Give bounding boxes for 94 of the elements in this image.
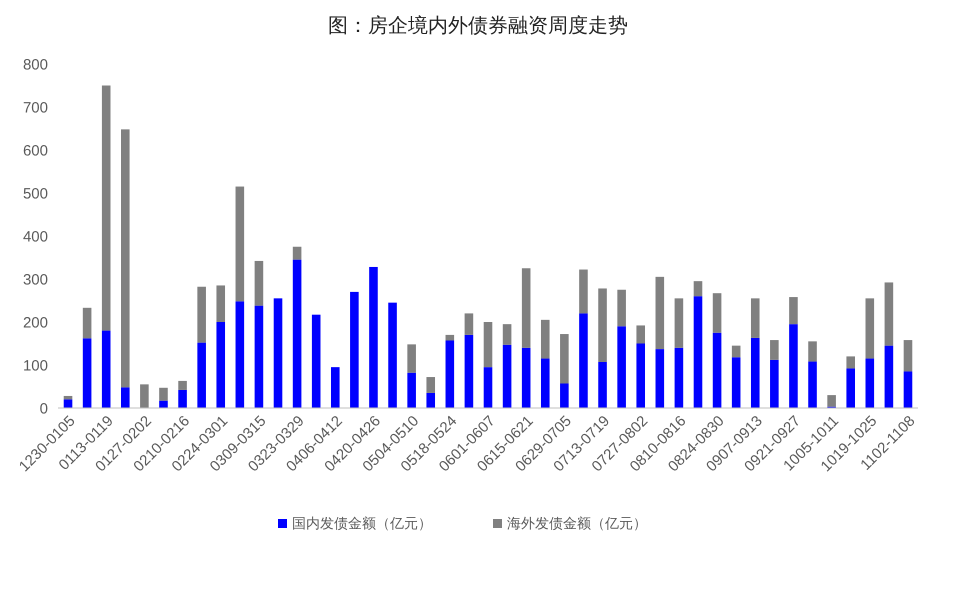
y-tick-label: 0 — [40, 400, 48, 418]
bar — [712, 332, 722, 408]
y-tick-label: 300 — [22, 271, 48, 288]
bar — [884, 282, 894, 346]
bar — [694, 296, 702, 408]
bar — [846, 368, 856, 408]
bar — [254, 306, 264, 408]
bar — [636, 344, 646, 408]
bar — [484, 367, 492, 408]
bar — [446, 334, 454, 340]
bar — [159, 400, 168, 408]
bar — [674, 348, 684, 408]
bar — [350, 292, 359, 408]
bar — [522, 348, 530, 408]
bar — [120, 129, 130, 388]
bar — [540, 320, 550, 359]
bar — [579, 270, 588, 314]
bar — [82, 338, 92, 408]
bar — [884, 346, 894, 408]
bar — [770, 360, 779, 408]
bar — [197, 286, 206, 343]
legend-label: 国内发债金额（亿元） — [292, 515, 432, 531]
bar — [674, 298, 684, 348]
bar — [502, 344, 512, 408]
bar — [292, 246, 302, 260]
bar — [464, 313, 474, 335]
y-tick-label: 500 — [22, 185, 48, 202]
bar — [407, 344, 416, 373]
bar — [82, 308, 92, 338]
bar — [102, 86, 110, 331]
bar — [446, 340, 454, 408]
bar — [312, 314, 320, 408]
bar — [484, 322, 492, 368]
bar — [464, 334, 474, 408]
bar — [808, 362, 817, 408]
bar — [522, 268, 530, 348]
bar — [789, 297, 798, 324]
bar — [120, 387, 130, 408]
bar — [274, 298, 282, 408]
bar — [407, 372, 416, 408]
bar — [712, 293, 722, 333]
y-tick-label: 600 — [22, 142, 48, 160]
bar — [369, 266, 378, 408]
y-tick-label: 400 — [22, 228, 48, 246]
bar — [178, 380, 187, 390]
bar — [827, 395, 836, 407]
bar — [694, 281, 702, 296]
bar — [770, 340, 779, 360]
bar — [789, 324, 798, 408]
y-tick-label: 800 — [22, 56, 48, 74]
bar — [808, 341, 817, 362]
bar — [732, 357, 740, 408]
bar — [904, 340, 912, 372]
bar — [598, 288, 607, 362]
bar — [254, 260, 264, 306]
bar — [236, 301, 244, 408]
bar — [636, 325, 646, 344]
y-tick-label: 200 — [22, 314, 48, 332]
bar — [656, 276, 664, 350]
bar — [846, 356, 856, 368]
bar — [178, 390, 187, 408]
bar — [140, 384, 149, 408]
bar — [426, 392, 436, 408]
bar — [579, 313, 588, 408]
bar — [866, 298, 874, 359]
bar — [732, 346, 740, 358]
bar — [292, 260, 302, 408]
bar — [750, 338, 760, 408]
bar — [197, 342, 206, 408]
bar — [159, 388, 168, 401]
bar — [598, 362, 607, 408]
bar — [866, 358, 874, 408]
bar — [64, 399, 72, 408]
bar — [426, 377, 436, 393]
bar — [904, 371, 912, 408]
bar — [330, 367, 340, 408]
chart-title: 图：房企境内外债券融资周度走势 — [328, 15, 628, 37]
y-tick-label: 100 — [22, 357, 48, 374]
bar — [216, 322, 226, 408]
bar — [560, 334, 569, 384]
bar — [502, 324, 512, 345]
y-tick-label: 700 — [22, 99, 48, 116]
bar — [617, 290, 626, 326]
bar — [750, 298, 760, 338]
bar — [236, 186, 244, 302]
legend-label: 海外发债金额（亿元） — [507, 515, 647, 531]
bar — [617, 326, 626, 408]
bar — [656, 349, 664, 408]
bar — [216, 285, 226, 322]
bar — [102, 330, 110, 408]
bar — [540, 358, 550, 408]
bar — [388, 302, 397, 408]
bar — [560, 383, 569, 408]
bar — [64, 396, 72, 400]
